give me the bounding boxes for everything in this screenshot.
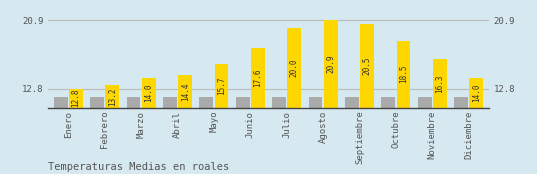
Text: 17.6: 17.6 [253, 69, 263, 87]
Bar [418, 97, 432, 108]
Bar [397, 41, 410, 108]
Bar [287, 28, 301, 108]
Text: 14.0: 14.0 [144, 84, 153, 102]
Bar [178, 75, 192, 108]
Text: 14.4: 14.4 [180, 82, 190, 101]
Bar [90, 97, 104, 108]
Bar [199, 97, 213, 108]
Bar [163, 97, 177, 108]
Bar [272, 97, 286, 108]
Bar [251, 48, 265, 108]
Text: 20.5: 20.5 [362, 57, 372, 75]
Bar [381, 97, 395, 108]
Bar [433, 59, 447, 108]
Bar [69, 89, 83, 108]
Bar [360, 24, 374, 108]
Bar [54, 97, 68, 108]
Text: 14.0: 14.0 [472, 84, 481, 102]
Bar [236, 97, 250, 108]
Text: 13.2: 13.2 [108, 87, 117, 106]
Bar [127, 97, 140, 108]
Text: 15.7: 15.7 [217, 77, 226, 95]
Bar [142, 78, 156, 108]
Text: 18.5: 18.5 [399, 65, 408, 84]
Bar [469, 78, 483, 108]
Text: 16.3: 16.3 [436, 74, 445, 93]
Text: 20.9: 20.9 [326, 55, 335, 73]
Bar [105, 85, 119, 108]
Text: Temperaturas Medias en roales: Temperaturas Medias en roales [48, 162, 230, 172]
Bar [215, 64, 228, 108]
Text: 12.8: 12.8 [71, 89, 81, 108]
Text: 20.0: 20.0 [290, 59, 299, 77]
Bar [324, 20, 338, 108]
Bar [454, 97, 468, 108]
Bar [345, 97, 359, 108]
Bar [309, 97, 322, 108]
